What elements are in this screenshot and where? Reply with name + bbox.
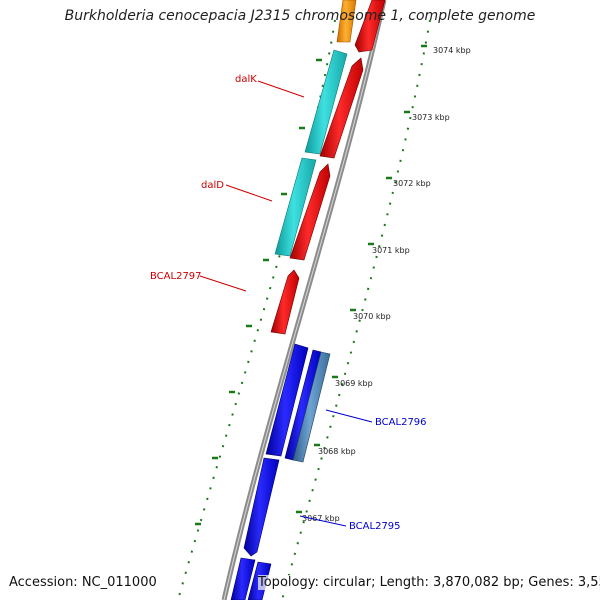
kbp-label: 3073 kbp [412, 113, 450, 122]
gene-label-leaders [199, 80, 373, 527]
gene-label-dalK[interactable]: dalK [235, 74, 257, 85]
gene-red-dalD[interactable] [289, 163, 331, 261]
kbp-label: 3068 kbp [318, 447, 356, 456]
gene-cyan-dalK[interactable] [304, 49, 348, 155]
kbp-label: 3069 kbp [335, 379, 373, 388]
kbp-label: 3071 kbp [372, 246, 410, 255]
gene-labels: dalK dalD BCAL2797 BCAL2796 BCAL2795 [150, 74, 427, 532]
gene-label-BCAL2797[interactable]: BCAL2797 [150, 271, 202, 282]
gene-blue-BCAL2795[interactable] [243, 457, 280, 557]
genome-backbone [221, 0, 387, 601]
gene-cyan-dalD[interactable] [274, 157, 317, 257]
map-title: Burkholderia cenocepacia J2315 chromosom… [64, 8, 536, 24]
gene-red-BCAL2797[interactable] [270, 269, 300, 335]
accession-text: Accession: NC_011000 [9, 575, 157, 590]
kbp-labels: 3074 kbp 3073 kbp 3072 kbp 3071 kbp 3070… [302, 46, 471, 523]
gene-label-BCAL2795[interactable]: BCAL2795 [349, 521, 401, 532]
gene-label-dalD[interactable]: dalD [201, 180, 224, 191]
gene-steelblue-BCAL2796[interactable] [292, 351, 331, 463]
gene-blue-BCAL2796-a[interactable] [265, 343, 309, 457]
outer-tick-ring [177, 19, 336, 601]
gene-orange-top[interactable] [336, 0, 357, 43]
inner-tick-marks [296, 44, 427, 514]
gene-red-dalK[interactable] [319, 57, 364, 159]
inner-tick-ring [281, 19, 431, 601]
kbp-label: 3067 kbp [302, 514, 340, 523]
kbp-label: 3072 kbp [393, 179, 431, 188]
gene-red-top[interactable] [354, 0, 386, 53]
kbp-label: 3074 kbp [433, 46, 471, 55]
kbp-label: 3070 kbp [353, 312, 391, 321]
outer-tick-marks [195, 58, 322, 526]
gene-label-BCAL2796[interactable]: BCAL2796 [375, 417, 427, 428]
genome-summary-text: Topology: circular; Length: 3,870,082 bp… [258, 575, 600, 590]
